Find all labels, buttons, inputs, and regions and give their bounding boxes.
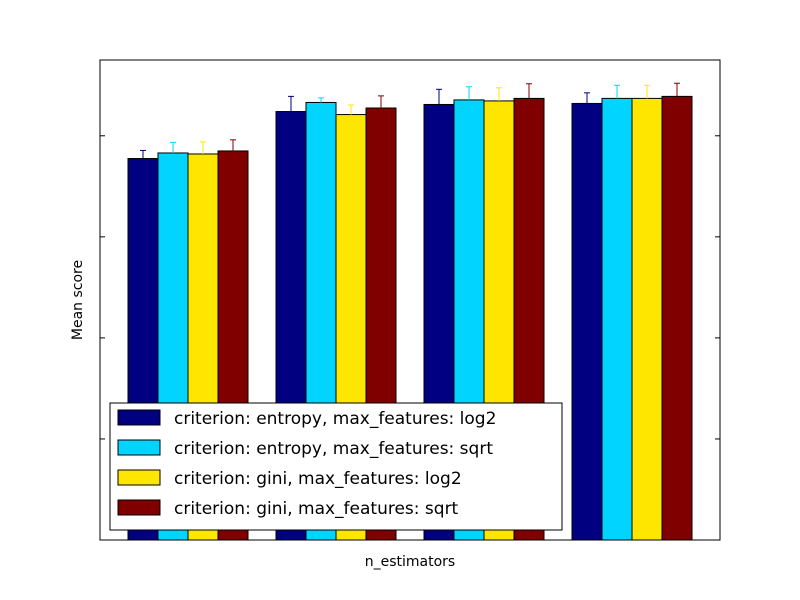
legend-label-1: criterion: entropy, max_features: sqrt bbox=[174, 439, 493, 459]
error-bar-s1-c0 bbox=[170, 141, 176, 153]
error-bar-s2-c0 bbox=[200, 141, 206, 154]
error-bar-s0-c1 bbox=[288, 95, 294, 112]
error-bar-s2-c1 bbox=[348, 104, 354, 115]
error-bars-layer bbox=[140, 82, 680, 159]
y-ticks-layer bbox=[100, 135, 720, 440]
legend-swatch-2 bbox=[117, 469, 161, 486]
error-bar-s3-c1 bbox=[378, 95, 384, 108]
error-bar-s0-c3 bbox=[584, 92, 590, 104]
error-bar-s3-c3 bbox=[674, 82, 680, 97]
error-bar-s1-c2 bbox=[466, 86, 472, 100]
bar-s2-c3 bbox=[631, 97, 663, 541]
bar-s3-c3 bbox=[661, 95, 693, 541]
legend-swatch-0 bbox=[117, 409, 161, 426]
error-bar-s0-c2 bbox=[436, 88, 442, 105]
bar-s1-c3 bbox=[601, 97, 633, 541]
legend-label-2: criterion: gini, max_features: log2 bbox=[174, 469, 462, 489]
legend-swatch-1 bbox=[117, 439, 161, 456]
legend-label-3: criterion: gini, max_features: sqrt bbox=[174, 499, 459, 519]
error-bar-s2-c3 bbox=[644, 84, 650, 99]
bar-s0-c3 bbox=[571, 102, 603, 541]
axes-frame bbox=[99, 59, 721, 541]
x-axis-label: n_estimators bbox=[365, 554, 455, 570]
error-bar-s3-c0 bbox=[230, 139, 236, 151]
error-bar-s0-c0 bbox=[140, 149, 146, 159]
error-bar-s1-c1 bbox=[318, 97, 324, 103]
legend-swatch-3 bbox=[117, 499, 161, 516]
error-bar-s3-c2 bbox=[526, 83, 532, 99]
legend: criterion: entropy, max_features: log2 cr… bbox=[109, 402, 563, 531]
legend-box bbox=[109, 402, 563, 531]
legend-label-0: criterion: entropy, max_features: log2 bbox=[174, 409, 496, 429]
y-axis-label: Mean score bbox=[70, 260, 86, 340]
error-bar-s2-c2 bbox=[496, 87, 502, 101]
error-bar-s1-c3 bbox=[614, 84, 620, 99]
